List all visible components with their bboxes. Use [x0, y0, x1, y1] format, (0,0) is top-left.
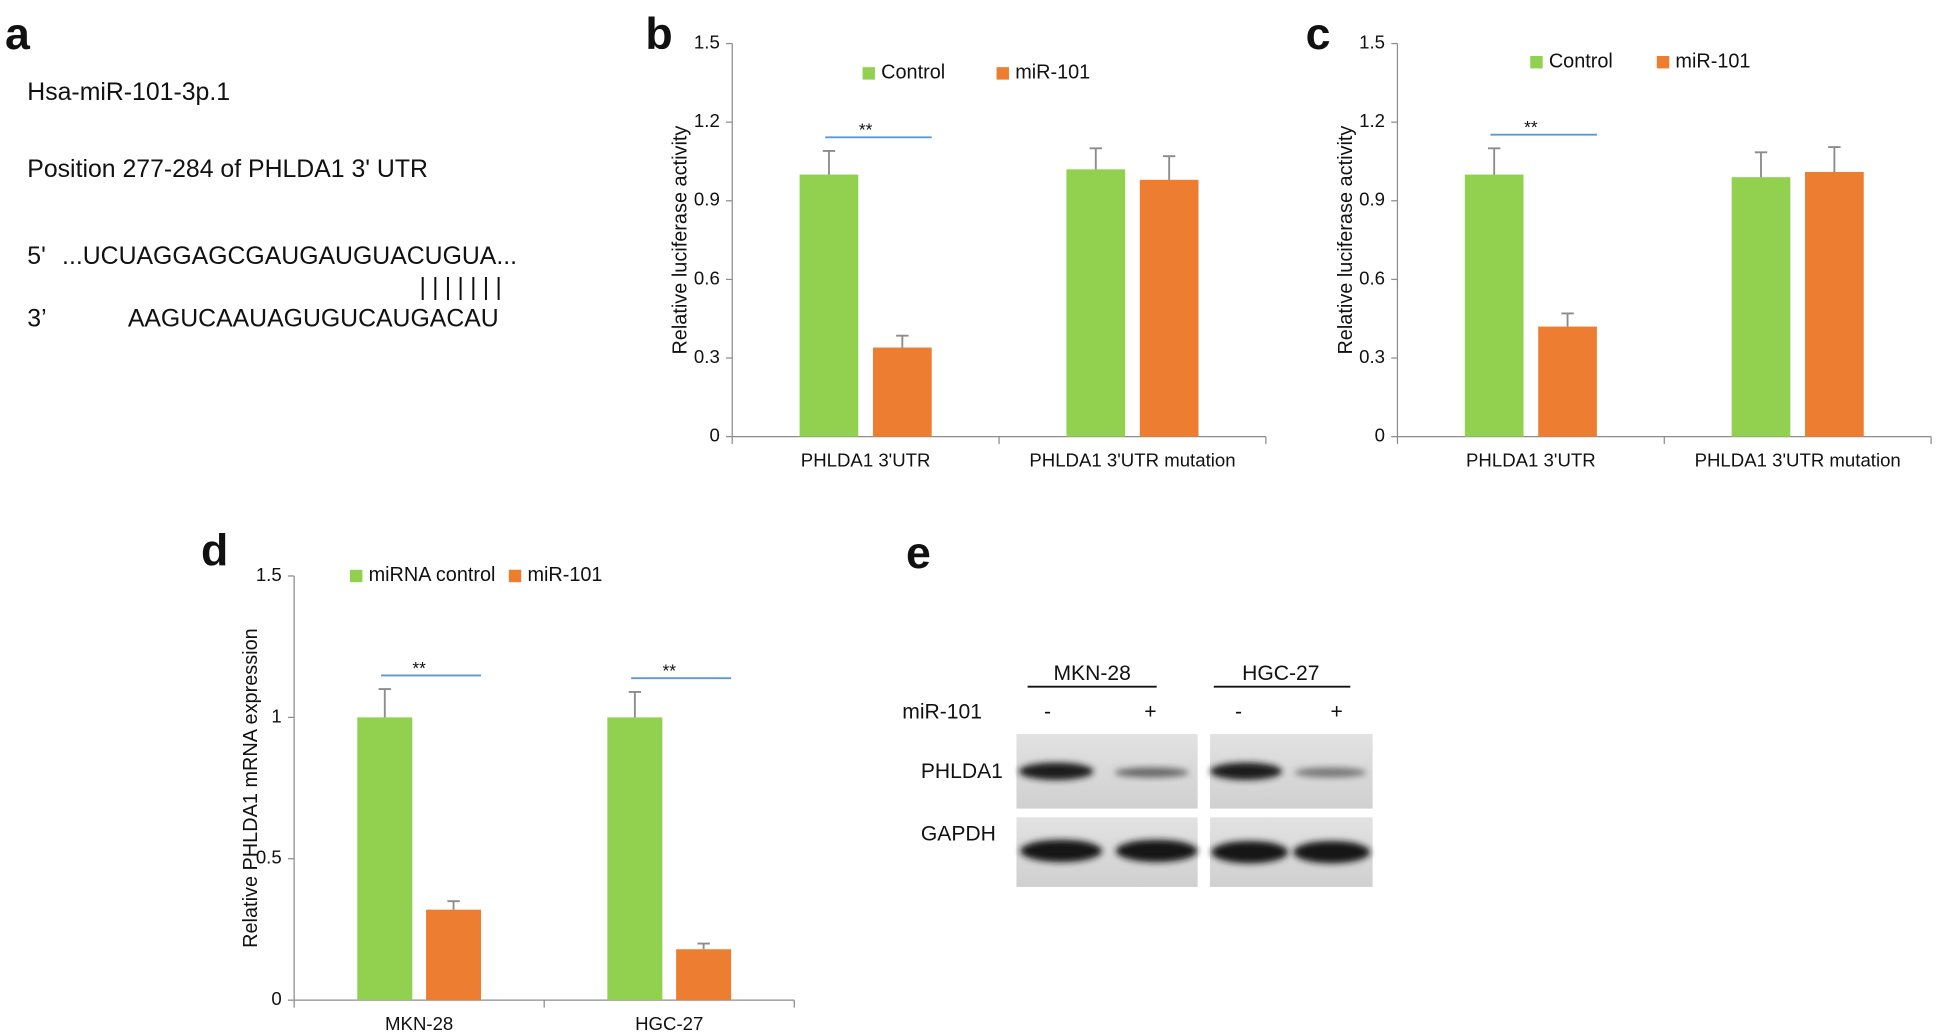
legend-swatch [1530, 55, 1543, 69]
error-bar [447, 900, 460, 910]
mrna-sequence: ...UCUAGGAGCGAUGAUGUACUGUA... [62, 243, 517, 270]
error-bar [697, 942, 710, 950]
y-tick-label: 1.2 [694, 110, 720, 131]
x-tick-label: PHLDA1 3'UTR mutation [1695, 449, 1901, 470]
error-bar [1828, 146, 1841, 172]
cell-line: HGC-27 [1242, 662, 1319, 685]
band [1210, 762, 1283, 780]
legend-label: miR-101 [1015, 62, 1090, 84]
legend-swatch [508, 569, 522, 583]
bar [872, 347, 932, 437]
pairing: ||||||| [419, 274, 508, 301]
panel-letter: b [645, 10, 672, 59]
panel-a: a Hsa-miR-101-3p.1 Position 277-284 of P… [5, 10, 517, 332]
band [1293, 840, 1371, 864]
panel-letter: c [1306, 10, 1331, 59]
band [1020, 839, 1103, 863]
mirna-name: Hsa-miR-101-3p.1 [27, 79, 230, 106]
legend-swatch [862, 67, 875, 80]
bar [1066, 169, 1126, 437]
strand-end: 3’ [27, 305, 46, 332]
y-tick-label: 0.9 [1359, 189, 1385, 210]
panel-e: e MKN-28 HGC-27 miR-101 - + - + PHLDA1 G… [902, 529, 1373, 887]
row-label: PHLDA1 [921, 760, 1003, 783]
bar [426, 909, 482, 1001]
y-tick-label: 0.5 [256, 847, 282, 868]
error-bar [378, 688, 391, 718]
legend-label: Control [1549, 50, 1613, 72]
band [1115, 839, 1198, 863]
y-tick-label: 1.5 [1359, 31, 1385, 52]
significance-label: ** [1524, 117, 1538, 137]
bar [1731, 177, 1791, 437]
y-axis-label: Relative luciferase activity [1335, 126, 1357, 355]
panel-letter: e [906, 529, 931, 578]
error-bar [1561, 312, 1574, 327]
bar [1805, 171, 1864, 437]
y-tick-label: 0.3 [1359, 346, 1385, 367]
legend-swatch [996, 67, 1009, 80]
bar [799, 174, 859, 437]
error-bar [1089, 147, 1102, 170]
y-tick-label: 1.5 [256, 564, 282, 585]
significance-label: ** [412, 658, 426, 678]
y-tick-label: 1 [271, 705, 281, 726]
y-axis-label: Relative PHLDA1 mRNA expression [240, 628, 262, 948]
legend-label: miRNA control [369, 564, 496, 586]
x-tick-label: PHLDA1 3'UTR [801, 449, 931, 470]
x-tick-label: PHLDA1 3'UTR mutation [1029, 449, 1235, 470]
panel-letter: d [201, 526, 228, 575]
band [1211, 840, 1289, 864]
significance-label: ** [859, 120, 873, 140]
bar [1139, 179, 1199, 437]
x-tick-label: HGC-27 [635, 1013, 703, 1034]
bar [357, 717, 413, 1001]
x-tick-label: MKN-28 [385, 1013, 453, 1034]
treatment-state: + [1144, 700, 1156, 723]
cell-line: MKN-28 [1053, 662, 1130, 685]
band [1294, 767, 1367, 778]
error-bar [628, 690, 642, 718]
y-tick-label: 0 [709, 425, 719, 446]
band [1018, 762, 1094, 780]
bar [607, 717, 663, 1001]
position-text: Position 277-284 of PHLDA1 3' UTR [27, 156, 428, 183]
bar [1464, 174, 1524, 437]
legend-swatch [1656, 55, 1670, 69]
legend-label: miR-101 [527, 564, 602, 586]
panel-letter: a [5, 10, 31, 59]
mirna-sequence: AAGUCAAUAGUGUCAUGACAU [128, 305, 499, 332]
row-label: GAPDH [921, 822, 996, 845]
y-tick-label: 1.5 [694, 31, 720, 52]
y-tick-label: 0.3 [694, 346, 720, 367]
y-tick-label: 0 [1375, 425, 1385, 446]
strand-end: 5' [27, 243, 46, 270]
error-bar [896, 334, 909, 348]
legend-label: Control [881, 62, 945, 84]
treatment-state: + [1330, 700, 1342, 723]
treatment-state: - [1044, 700, 1051, 723]
significance-label: ** [662, 661, 676, 681]
y-tick-label: 0.6 [1359, 267, 1385, 288]
y-tick-label: 0.9 [694, 189, 720, 210]
error-bar [1162, 155, 1176, 180]
band [1114, 767, 1189, 778]
treatment-state: - [1235, 700, 1242, 723]
error-bar [1487, 147, 1501, 175]
error-bar [822, 150, 836, 175]
bar [1538, 326, 1597, 437]
y-tick-label: 0 [271, 988, 281, 1009]
y-axis-label: Relative luciferase activity [670, 126, 692, 355]
bar [676, 949, 732, 1001]
x-tick-label: PHLDA1 3'UTR [1466, 449, 1596, 470]
legend-label: miR-101 [1675, 50, 1750, 72]
legend-swatch [349, 569, 363, 583]
y-tick-label: 1.2 [1359, 110, 1385, 131]
y-tick-label: 0.6 [694, 267, 720, 288]
treatment-label: miR-101 [902, 700, 982, 723]
error-bar [1754, 151, 1768, 178]
